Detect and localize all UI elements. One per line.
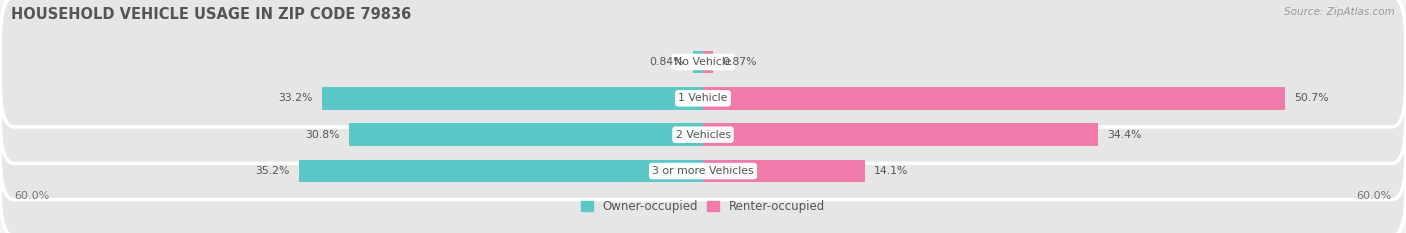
Text: Source: ZipAtlas.com: Source: ZipAtlas.com <box>1284 7 1395 17</box>
Text: 30.8%: 30.8% <box>305 130 340 140</box>
Bar <box>703 160 865 182</box>
Text: 0.84%: 0.84% <box>650 57 685 67</box>
Bar <box>703 123 1098 146</box>
Bar <box>693 51 703 73</box>
Text: 60.0%: 60.0% <box>1357 191 1392 201</box>
Bar <box>703 51 713 73</box>
Text: 1 Vehicle: 1 Vehicle <box>678 93 728 103</box>
Text: 3 or more Vehicles: 3 or more Vehicles <box>652 166 754 176</box>
Text: 50.7%: 50.7% <box>1295 93 1329 103</box>
Legend: Owner-occupied, Renter-occupied: Owner-occupied, Renter-occupied <box>576 195 830 218</box>
FancyBboxPatch shape <box>0 0 1406 127</box>
Bar <box>322 87 703 110</box>
Text: 0.87%: 0.87% <box>723 57 756 67</box>
Text: HOUSEHOLD VEHICLE USAGE IN ZIP CODE 79836: HOUSEHOLD VEHICLE USAGE IN ZIP CODE 7983… <box>11 7 412 22</box>
FancyBboxPatch shape <box>0 106 1406 233</box>
FancyBboxPatch shape <box>0 70 1406 200</box>
Text: 33.2%: 33.2% <box>278 93 312 103</box>
Text: 60.0%: 60.0% <box>14 191 49 201</box>
Bar <box>703 87 1285 110</box>
Text: 34.4%: 34.4% <box>1107 130 1142 140</box>
Text: 14.1%: 14.1% <box>875 166 908 176</box>
Text: No Vehicle: No Vehicle <box>675 57 731 67</box>
Bar <box>349 123 703 146</box>
FancyBboxPatch shape <box>0 33 1406 163</box>
Text: 35.2%: 35.2% <box>256 166 290 176</box>
Bar <box>299 160 703 182</box>
Text: 2 Vehicles: 2 Vehicles <box>675 130 731 140</box>
